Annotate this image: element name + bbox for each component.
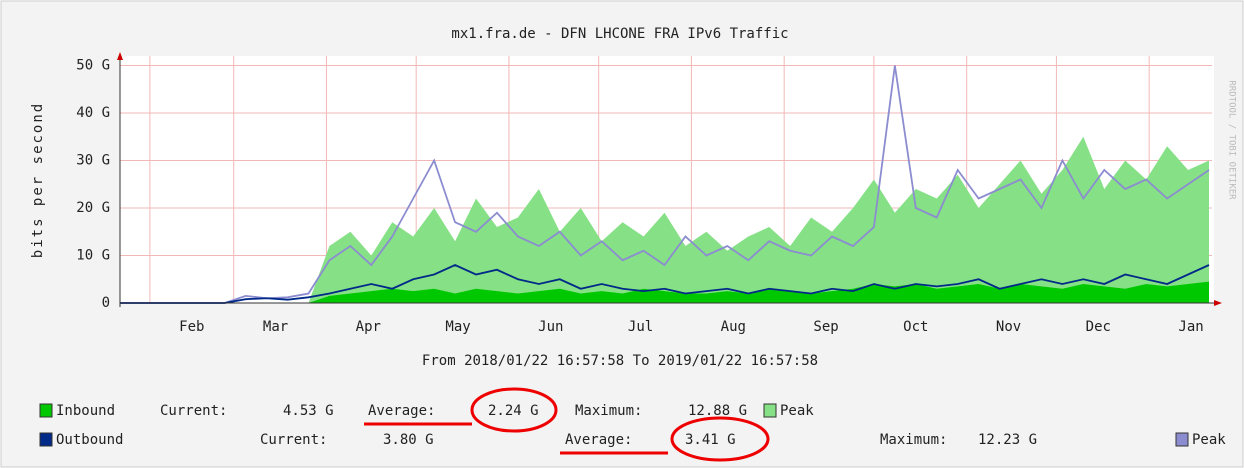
subtitle: From 2018/01/22 16:57:58 To 2019/01/22 1…	[422, 353, 818, 369]
line	[120, 65, 1210, 304]
y-tick-label: 50 G	[76, 58, 110, 74]
legend-stat: Maximum:	[880, 432, 947, 448]
y-tick-label: 10 G	[76, 248, 110, 264]
x-tick-label: Jan	[1178, 319, 1203, 335]
legend-stat: 12.88 G	[688, 403, 747, 419]
line	[120, 264, 1210, 304]
x-tick-label: Sep	[813, 319, 838, 335]
x-tick-label: Dec	[1086, 319, 1111, 335]
axis-arrow	[117, 52, 123, 60]
area	[120, 136, 1210, 303]
chart-title: mx1.fra.de - DFN LHCONE FRA IPv6 Traffic	[451, 26, 788, 42]
legend-stat: 4.53 G	[283, 403, 334, 419]
legend-stat: Average:	[368, 403, 435, 419]
legend-stat: Average:	[565, 432, 632, 448]
legend-swatch	[39, 403, 53, 418]
legend-stat: Current:	[260, 432, 327, 448]
x-tick-label: Jul	[628, 319, 653, 335]
legend-swatch	[763, 403, 777, 418]
legend-label: Inbound	[56, 403, 115, 419]
x-tick-label: Oct	[903, 319, 928, 335]
y-tick-label: 20 G	[76, 200, 110, 216]
y-axis-label: bits per second	[30, 102, 46, 258]
x-tick-label: Feb	[179, 319, 204, 335]
x-tick-label: Jun	[538, 319, 563, 335]
legend-stat: Maximum:	[575, 403, 642, 419]
legend-stat: 12.23 G	[978, 432, 1037, 448]
watermark: RRDTOOL / TOBI OETIKER	[1227, 80, 1237, 200]
x-tick-label: Nov	[996, 319, 1021, 335]
x-tick-label: Mar	[263, 319, 288, 335]
legend-label: Peak	[780, 403, 814, 419]
axis-arrow	[1214, 300, 1222, 306]
x-tick-label: Aug	[721, 319, 746, 335]
legend-label: Outbound	[56, 432, 123, 448]
y-tick-label: 0	[102, 295, 110, 311]
y-tick-label: 40 G	[76, 105, 110, 121]
legend-swatch	[39, 432, 53, 447]
y-tick-label: 30 G	[76, 153, 110, 169]
annotation-circle	[670, 416, 770, 462]
legend-stat: 2.24 G	[488, 403, 539, 419]
x-tick-label: May	[445, 319, 470, 335]
legend-stat: Current:	[160, 403, 227, 419]
annotation-circle	[470, 387, 558, 433]
legend-label: Peak	[1192, 432, 1226, 448]
legend-swatch	[1175, 432, 1189, 447]
legend-stat: 3.80 G	[383, 432, 434, 448]
legend-stat: 3.41 G	[685, 432, 736, 448]
area	[120, 281, 1210, 303]
x-tick-label: Apr	[356, 319, 381, 335]
plot: 0 10 G 20 G 30 G 40 G 50 G Feb Mar Apr May Jun Jul A…	[76, 52, 1222, 335]
